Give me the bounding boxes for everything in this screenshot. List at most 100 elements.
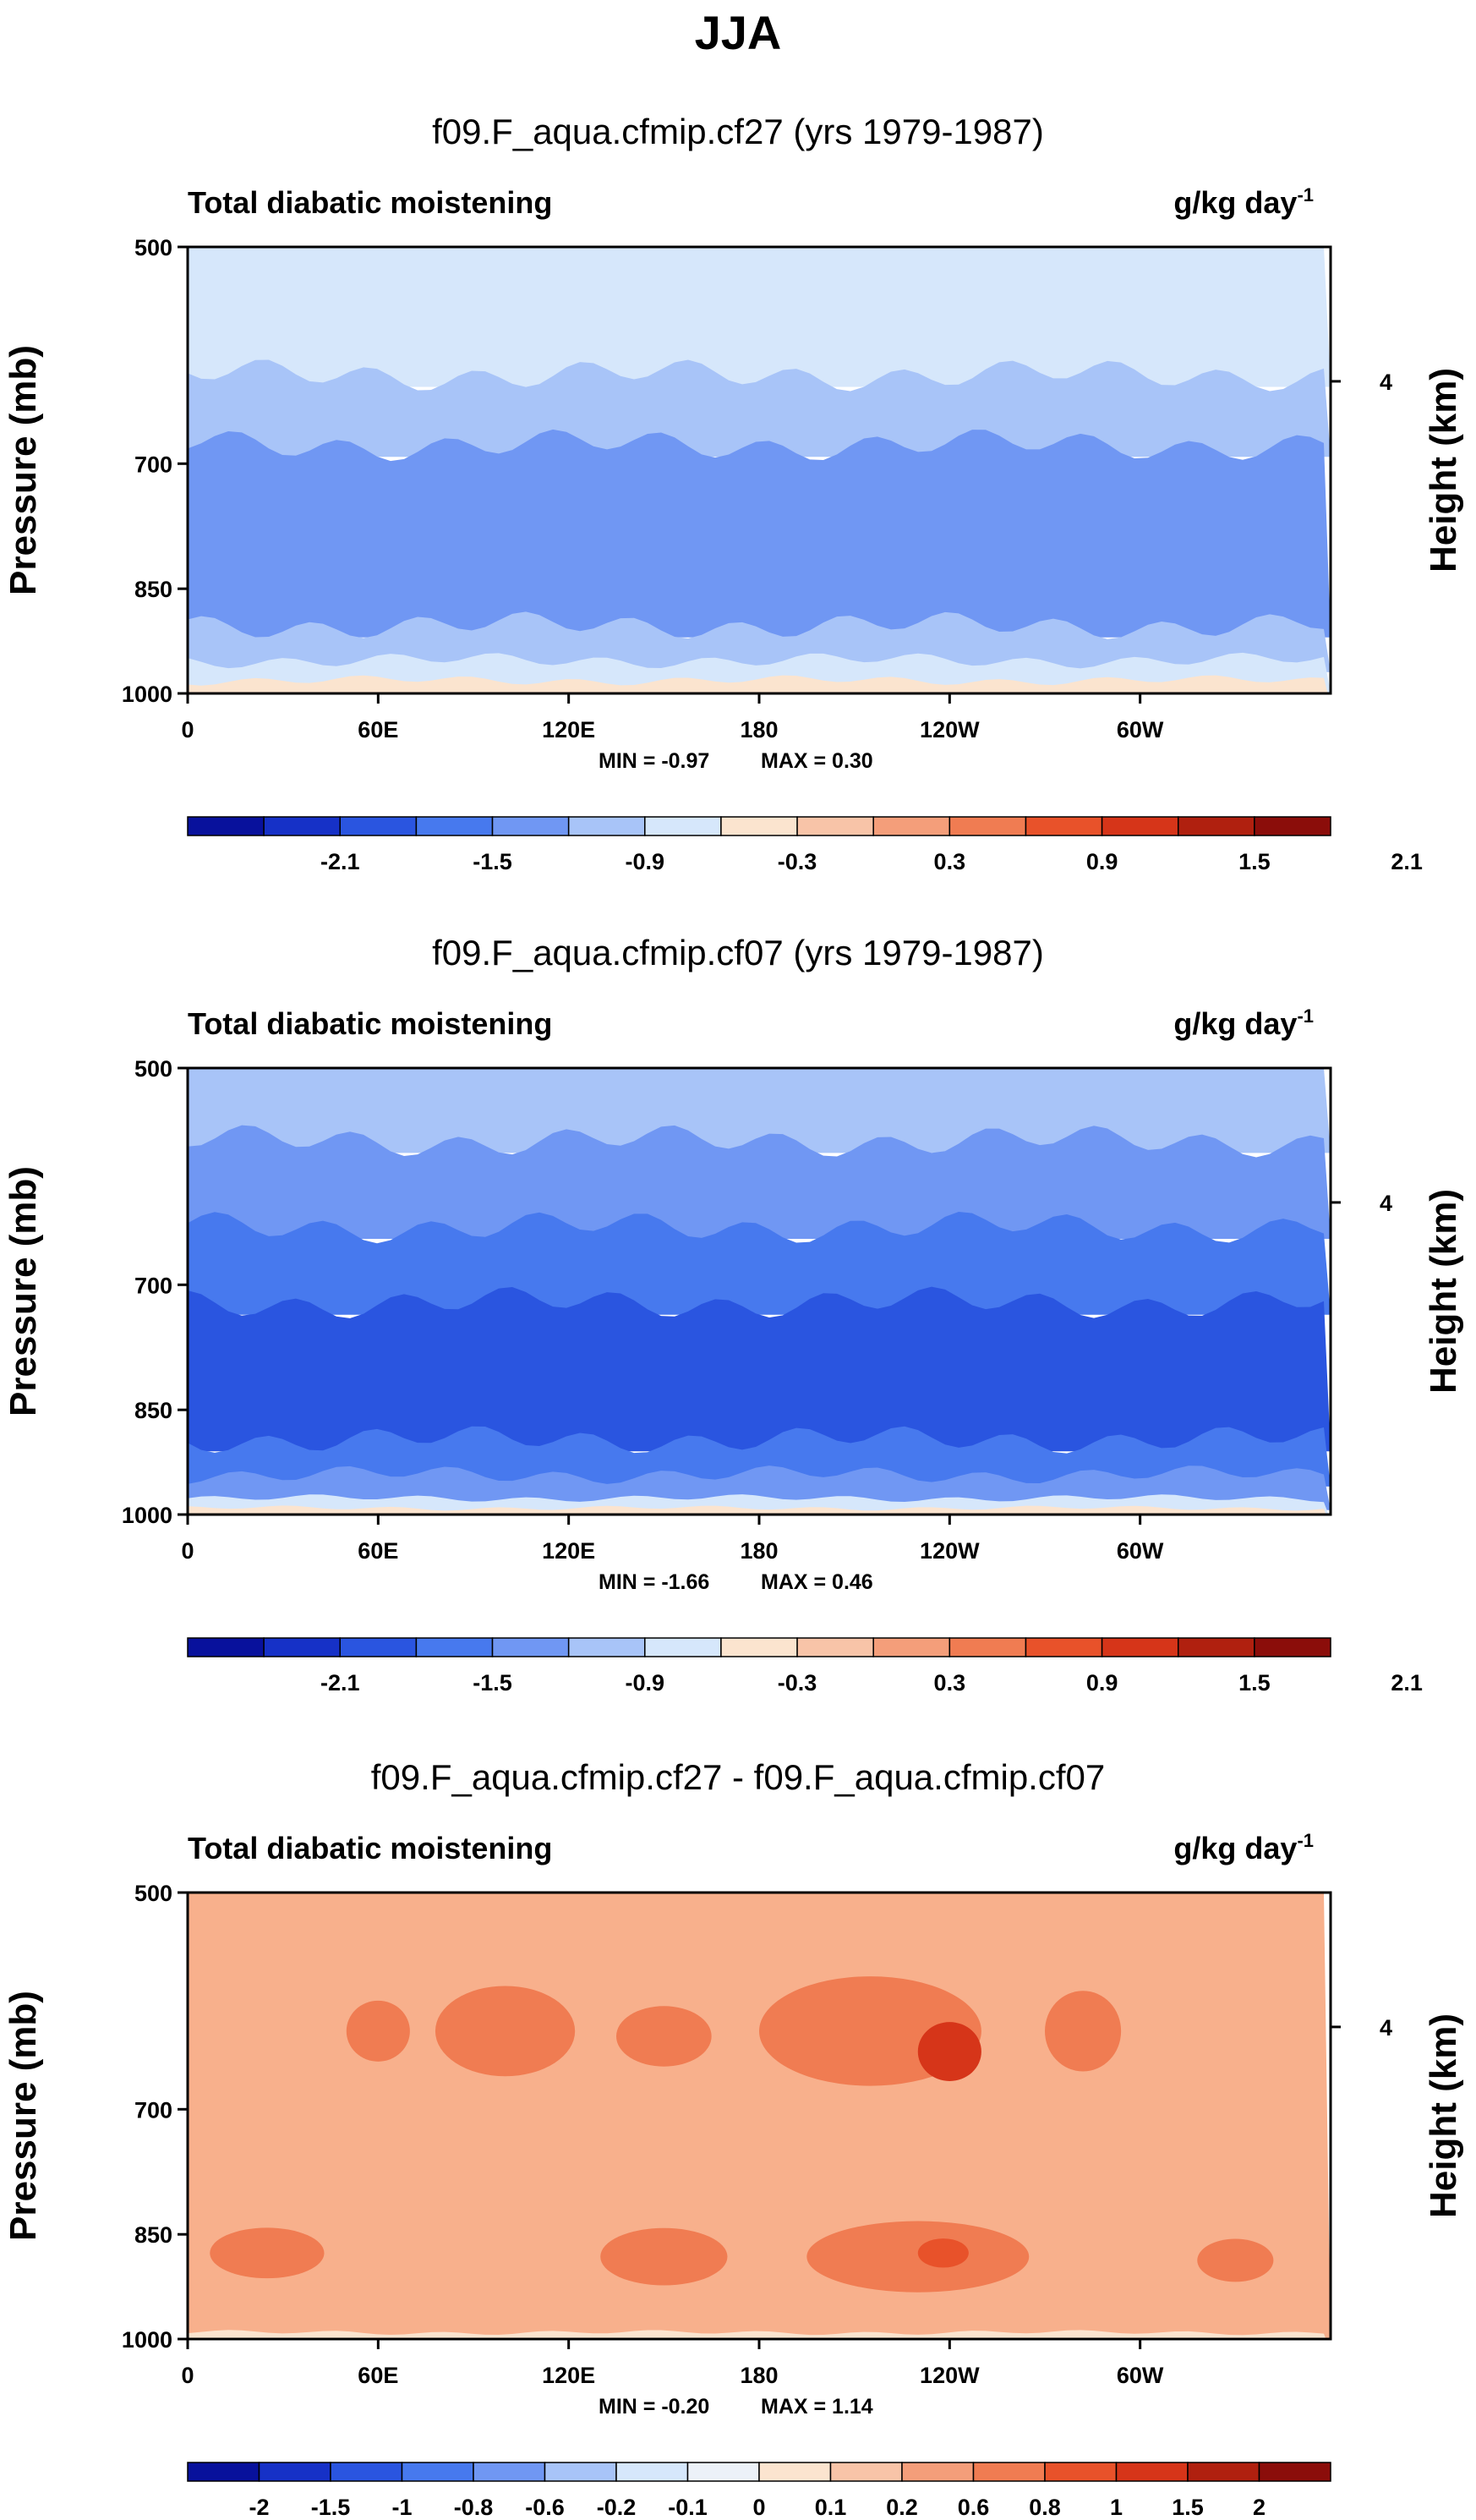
contour-band <box>188 429 1331 638</box>
y-tick-label: 1000 <box>122 2327 172 2353</box>
y-axis-label-right: Height (km) <box>1423 2013 1464 2218</box>
colorbar-swatch <box>491 816 570 836</box>
panel-3: f09.F_aqua.cfmip.cf27 - f09.F_aqua.cfmip… <box>3 1757 1464 2520</box>
colorbar-label: 2.1 <box>1391 849 1423 874</box>
colorbar-swatch <box>1115 2462 1189 2482</box>
max-label: MAX = 0.30 <box>761 749 873 773</box>
contour-blob <box>917 2238 969 2268</box>
x-tick-label: 120E <box>542 717 595 742</box>
contour-blob <box>346 2000 410 2062</box>
colorbar-label: 0.6 <box>958 2495 990 2516</box>
contour-blob <box>435 1986 576 2077</box>
min-label: MIN = -1.66 <box>599 1570 709 1594</box>
units-label: g/kg day-1 <box>1173 184 1314 220</box>
colorbar-swatch <box>948 816 1027 836</box>
contour-blob <box>600 2227 728 2286</box>
x-tick-label: 0 <box>181 1538 194 1564</box>
contour-blob <box>1045 1991 1122 2072</box>
colorbar: -2.1 -1.5 -0.9 -0.3 0.3 0.9 1.5 2.1 <box>187 1637 1423 1696</box>
colorbar-swatch <box>901 2462 975 2482</box>
contour-band <box>188 1893 1331 2339</box>
figure-title: JJA <box>695 6 782 59</box>
contour-band <box>188 675 1328 693</box>
colorbar-swatch <box>720 1637 798 1657</box>
colorbar-swatch <box>796 816 874 836</box>
left-string: Total diabatic moistening <box>188 1006 552 1041</box>
colorbar-label: 2 <box>1253 2495 1266 2516</box>
colorbar-swatch <box>1101 816 1179 836</box>
colorbar-swatch <box>644 816 722 836</box>
colorbar-swatch <box>401 2462 474 2482</box>
contour-band <box>188 1212 1331 1315</box>
colorbar-label: -1.5 <box>473 849 512 874</box>
colorbar-swatch <box>1254 1637 1331 1657</box>
colorbar-swatch <box>1101 1637 1179 1657</box>
colorbar-swatch <box>263 1637 342 1657</box>
y-tick-label: 500 <box>134 1056 172 1082</box>
y-tick-label: 1000 <box>122 682 172 707</box>
x-tick-label: 120E <box>542 1538 595 1564</box>
min-label: MIN = -0.20 <box>599 2395 709 2419</box>
colorbar-swatch <box>829 2462 903 2482</box>
colorbar: -2 -1.5 -1 -0.8 -0.6 -0.2 -0.1 0 0.1 0.2 0.6 0.8 1 1.… <box>187 2462 1331 2520</box>
max-label: MAX = 0.46 <box>761 1570 873 1594</box>
colorbar: -2.1 -1.5 -0.9 -0.3 0.3 0.9 1.5 2.1 <box>187 816 1423 874</box>
contour-band <box>188 359 1331 457</box>
x-tick-label: 60W <box>1117 2363 1164 2388</box>
y-axis-label: Pressure (mb) <box>3 1166 44 1416</box>
left-string: Total diabatic moistening <box>188 1831 552 1865</box>
contour-blob <box>210 2227 325 2279</box>
panel-2: f09.F_aqua.cfmip.cf07 (yrs 1979-1987) Tot… <box>3 933 1464 1696</box>
colorbar-label: -0.8 <box>454 2495 494 2516</box>
panel-1: f09.F_aqua.cfmip.cf27 (yrs 1979-1987) Tot… <box>3 112 1464 874</box>
x-tick-label: 0 <box>181 2363 194 2388</box>
colorbar-swatch <box>1044 2462 1118 2482</box>
x-tick-label: 60E <box>358 1538 398 1564</box>
colorbar-label: 0.3 <box>934 1670 966 1696</box>
y-tick-label: 850 <box>134 577 172 602</box>
x-tick-label: 120E <box>542 2363 595 2388</box>
x-tick-label: 60E <box>358 717 398 742</box>
colorbar-label: 1.5 <box>1238 849 1271 874</box>
y-tick-label: 500 <box>134 235 172 260</box>
contour-band <box>188 1125 1331 1240</box>
colorbar-label: -1.5 <box>311 2495 351 2516</box>
panel-title: f09.F_aqua.cfmip.cf27 (yrs 1979-1987) <box>432 112 1044 151</box>
colorbar-label: 1.5 <box>1172 2495 1204 2516</box>
max-label: MAX = 1.14 <box>761 2395 873 2419</box>
colorbar-label: 0.1 <box>815 2495 847 2516</box>
panel-title: f09.F_aqua.cfmip.cf27 - f09.F_aqua.cfmip… <box>371 1757 1105 1797</box>
colorbar-swatch <box>615 2462 689 2482</box>
y-axis-label: Pressure (mb) <box>3 1991 44 2241</box>
colorbar-label: -0.1 <box>668 2495 708 2516</box>
colorbar-label: 2.1 <box>1391 1670 1423 1696</box>
colorbar-swatch <box>415 816 494 836</box>
contour-band <box>188 247 1331 387</box>
colorbar-label: -2.1 <box>320 849 360 874</box>
colorbar-swatch <box>330 2462 403 2482</box>
colorbar-swatch <box>1258 2462 1331 2482</box>
colorbar-label: -0.9 <box>626 849 665 874</box>
units-label: g/kg day-1 <box>1173 1005 1314 1041</box>
colorbar-swatch <box>1187 2462 1260 2482</box>
colorbar-label: -2 <box>249 2495 269 2516</box>
y-tick-label: 700 <box>134 1273 172 1298</box>
contour-band <box>188 1286 1331 1452</box>
x-tick-label: 180 <box>740 717 778 742</box>
contour-blob <box>616 2006 712 2067</box>
colorbar-label: -1.5 <box>473 1670 512 1696</box>
x-tick-label: 120W <box>920 717 980 742</box>
contour-area <box>188 1068 1331 1515</box>
colorbar-swatch <box>872 1637 951 1657</box>
x-tick-label: 60W <box>1117 1538 1164 1564</box>
colorbar-label: -0.2 <box>597 2495 637 2516</box>
colorbar-label: 0.9 <box>1086 849 1118 874</box>
x-tick-label: 0 <box>181 717 194 742</box>
x-tick-label: 180 <box>740 1538 778 1564</box>
panel-title: f09.F_aqua.cfmip.cf07 (yrs 1979-1987) <box>432 933 1044 972</box>
colorbar-swatch <box>491 1637 570 1657</box>
x-tick-label: 60W <box>1117 717 1164 742</box>
contour-band <box>188 1505 1326 1515</box>
colorbar-swatch <box>1177 1637 1255 1657</box>
colorbar-swatch <box>720 816 798 836</box>
